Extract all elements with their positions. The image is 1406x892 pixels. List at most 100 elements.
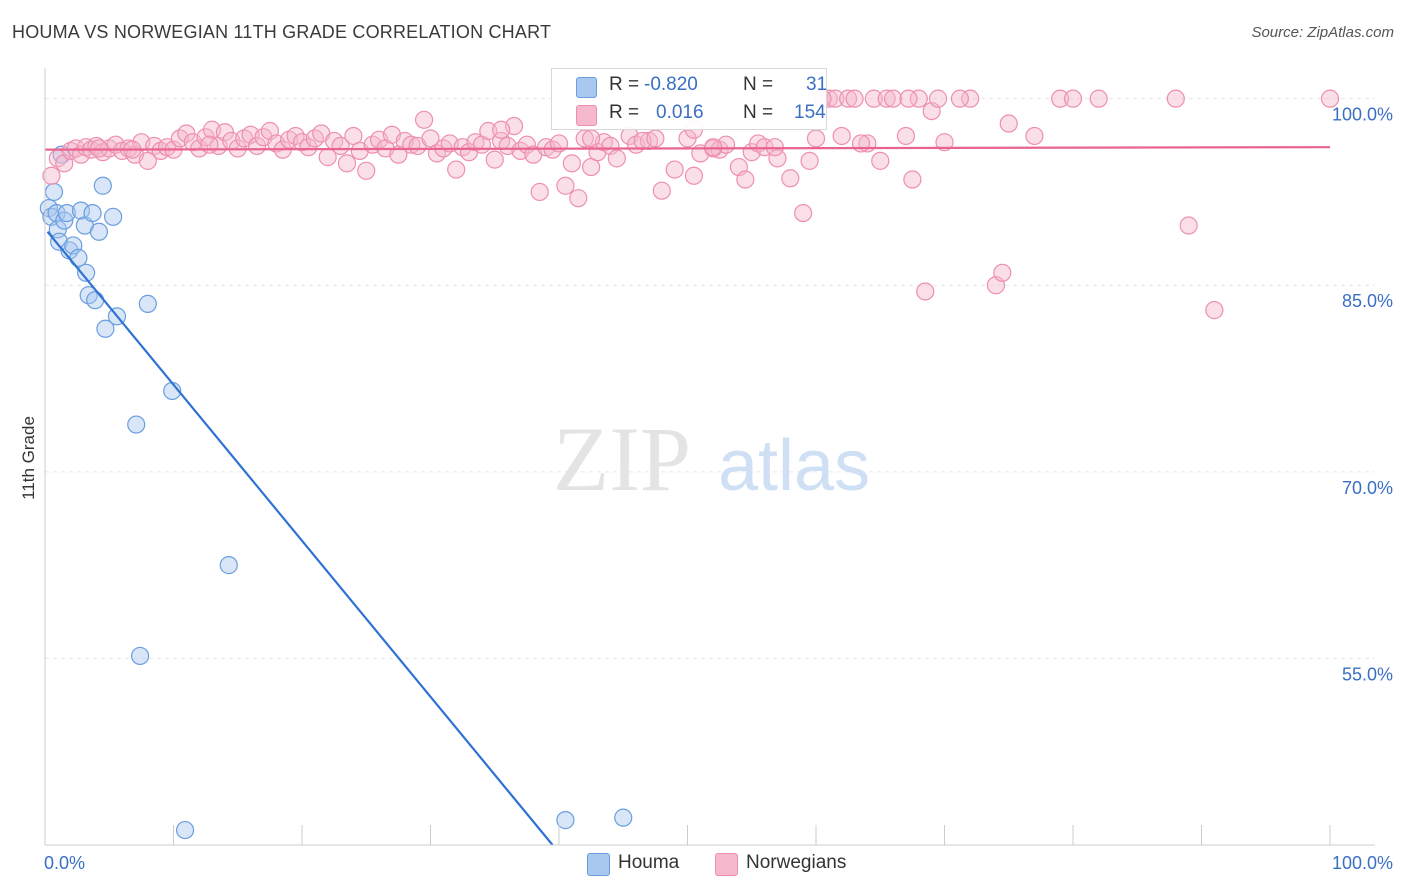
legend-n-label: N =	[743, 74, 774, 95]
norwegian-point	[569, 189, 588, 208]
y-tick-label: 100.0%	[1332, 105, 1393, 125]
norwegian-point	[652, 181, 671, 200]
norwegian-point	[200, 135, 219, 154]
houma-point	[89, 222, 109, 241]
norwegian-point	[492, 120, 511, 139]
houma-point	[71, 201, 91, 220]
legend-box: R = -0.820 N = 31 R = 0.016 N = 154	[551, 68, 827, 130]
y-tick-label: 70.0%	[1342, 478, 1393, 498]
norwegian-point	[806, 129, 826, 148]
houma-trend-line	[46, 231, 554, 846]
legend-r-label: R =	[609, 102, 640, 123]
houma-point	[130, 646, 150, 666]
houma-point	[57, 203, 76, 223]
norwegian-point	[864, 89, 883, 108]
norwegian-point	[877, 89, 896, 108]
norwegian-point	[1320, 89, 1340, 108]
trend-lines	[44, 146, 1331, 846]
norwegian-point	[89, 139, 109, 158]
legend-swatch-norwegians	[576, 105, 597, 126]
norwegian-trend-line	[44, 146, 1331, 151]
norwegian-point	[903, 170, 922, 189]
houma-point	[93, 176, 112, 195]
norwegian-point	[871, 151, 890, 170]
x-tick-label: 100.0%	[1332, 853, 1393, 873]
legend-n-value: 154	[794, 102, 826, 123]
norwegian-point	[916, 282, 935, 301]
norwegian-point	[794, 203, 813, 223]
norwegian-point	[1051, 89, 1070, 108]
axes: 100.0% 85.0% 70.0% 55.0% 0.0% 100.0%	[44, 68, 1393, 873]
norwegian-point	[883, 89, 903, 108]
houma-point	[44, 182, 64, 202]
houma-points	[39, 145, 633, 840]
norwegian-point	[704, 138, 723, 157]
houma-point	[219, 556, 238, 575]
norwegian-point	[999, 114, 1018, 133]
norwegian-point	[357, 161, 376, 180]
houma-point	[104, 207, 123, 226]
norwegian-point	[768, 149, 787, 168]
norwegian-point	[414, 110, 434, 129]
houma-point	[556, 811, 575, 830]
norwegian-point	[1205, 301, 1224, 320]
norwegian-point	[582, 129, 601, 148]
bottom-legend-swatch-norwegians	[715, 853, 738, 876]
legend-n-value: 31	[806, 74, 828, 95]
norwegian-point	[935, 133, 954, 152]
houma-point	[127, 415, 146, 434]
watermark-atlas: atlas	[718, 426, 870, 506]
norwegian-point	[1179, 216, 1198, 235]
norwegian-point	[665, 160, 684, 179]
norwegian-point	[1025, 126, 1044, 146]
legend-r-label: R =	[609, 74, 640, 95]
norwegian-point	[832, 126, 851, 146]
norwegian-point	[1166, 89, 1185, 108]
x-tick-label: 0.0%	[44, 853, 85, 873]
y-tick-label: 55.0%	[1342, 664, 1393, 684]
norwegian-point	[447, 160, 466, 179]
norwegian-point	[896, 126, 916, 146]
norwegian-point	[993, 263, 1012, 282]
norwegian-point	[736, 170, 755, 189]
norwegian-point	[646, 129, 665, 148]
norwegian-point	[899, 89, 918, 108]
norwegian-point	[684, 166, 704, 185]
bottom-legend-swatch-houma	[587, 853, 610, 876]
y-axis-label: 11th Grade	[19, 416, 38, 500]
norwegian-point	[851, 134, 871, 153]
y-tick-label: 85.0%	[1342, 291, 1393, 311]
norwegian-point	[909, 89, 928, 108]
norwegian-point	[1089, 89, 1108, 108]
houma-point	[83, 203, 102, 223]
houma-point	[77, 263, 96, 282]
houma-point	[96, 319, 115, 338]
chart-title: HOUMA VS NORWEGIAN 11TH GRADE CORRELATIO…	[12, 22, 552, 42]
houma-point	[69, 248, 88, 267]
watermark-zip: ZIP	[553, 408, 691, 510]
norwegian-point	[485, 150, 504, 169]
norwegian-point	[530, 182, 549, 202]
norwegian-point	[562, 154, 581, 173]
grid-lines	[45, 98, 1375, 659]
norwegian-point	[845, 89, 864, 108]
norwegian-point	[607, 149, 626, 168]
norwegian-point	[556, 176, 575, 195]
norwegian-point	[479, 121, 498, 141]
legend-r-value: -0.820	[644, 74, 698, 95]
source-label: Source: ZipAtlas.com	[1251, 24, 1394, 41]
norwegian-point	[839, 89, 858, 108]
norwegian-point	[1063, 89, 1083, 108]
legend-swatch-houma	[576, 77, 597, 98]
norwegian-points	[42, 89, 1340, 320]
norwegian-point	[337, 154, 357, 173]
norwegian-point	[800, 151, 819, 170]
bottom-legend-label-houma: Houma	[618, 852, 680, 873]
houma-point	[138, 294, 157, 314]
houma-point	[86, 291, 105, 310]
houma-point	[47, 203, 66, 223]
norwegian-point	[961, 89, 980, 108]
bottom-legend-label-norwegians: Norwegians	[746, 852, 847, 873]
norwegian-point	[928, 89, 948, 108]
